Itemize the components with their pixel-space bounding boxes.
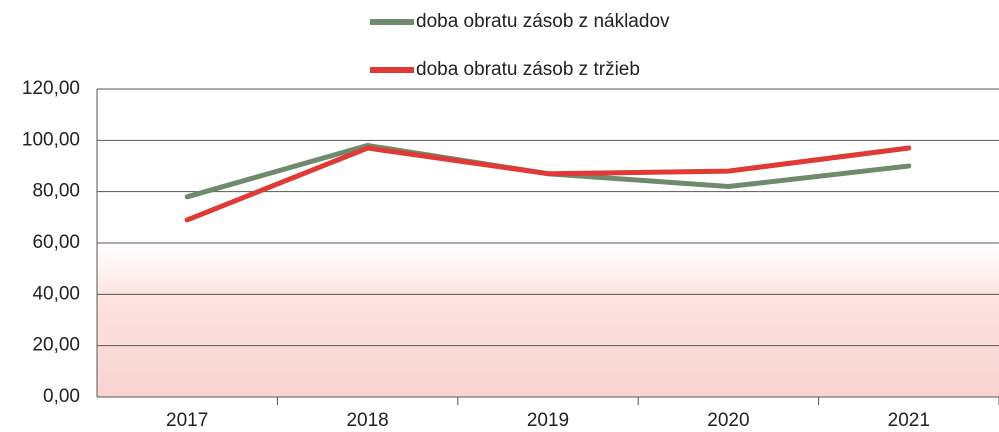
x-tick-label: 2018 — [346, 410, 388, 431]
legend-label: doba obratu zásob z tržieb — [416, 59, 640, 80]
y-tick-label: 60,00 — [32, 232, 80, 253]
x-tick-label: 2020 — [707, 410, 749, 431]
y-tick-label: 80,00 — [32, 181, 80, 202]
series-line — [184, 142, 912, 200]
x-tick-label: 2017 — [166, 410, 208, 431]
x-tick-label: 2021 — [888, 410, 930, 431]
y-tick-label: 100,00 — [22, 129, 80, 150]
y-tick-label: 0,00 — [43, 386, 80, 407]
y-tick-label: 120,00 — [22, 78, 80, 99]
legend-label: doba obratu zásob z nákladov — [416, 11, 670, 32]
x-tick-label: 2019 — [527, 410, 569, 431]
series-line — [184, 145, 912, 223]
y-tick-label: 40,00 — [32, 283, 80, 304]
y-tick-label: 20,00 — [32, 335, 80, 356]
plot-background — [97, 240, 999, 397]
